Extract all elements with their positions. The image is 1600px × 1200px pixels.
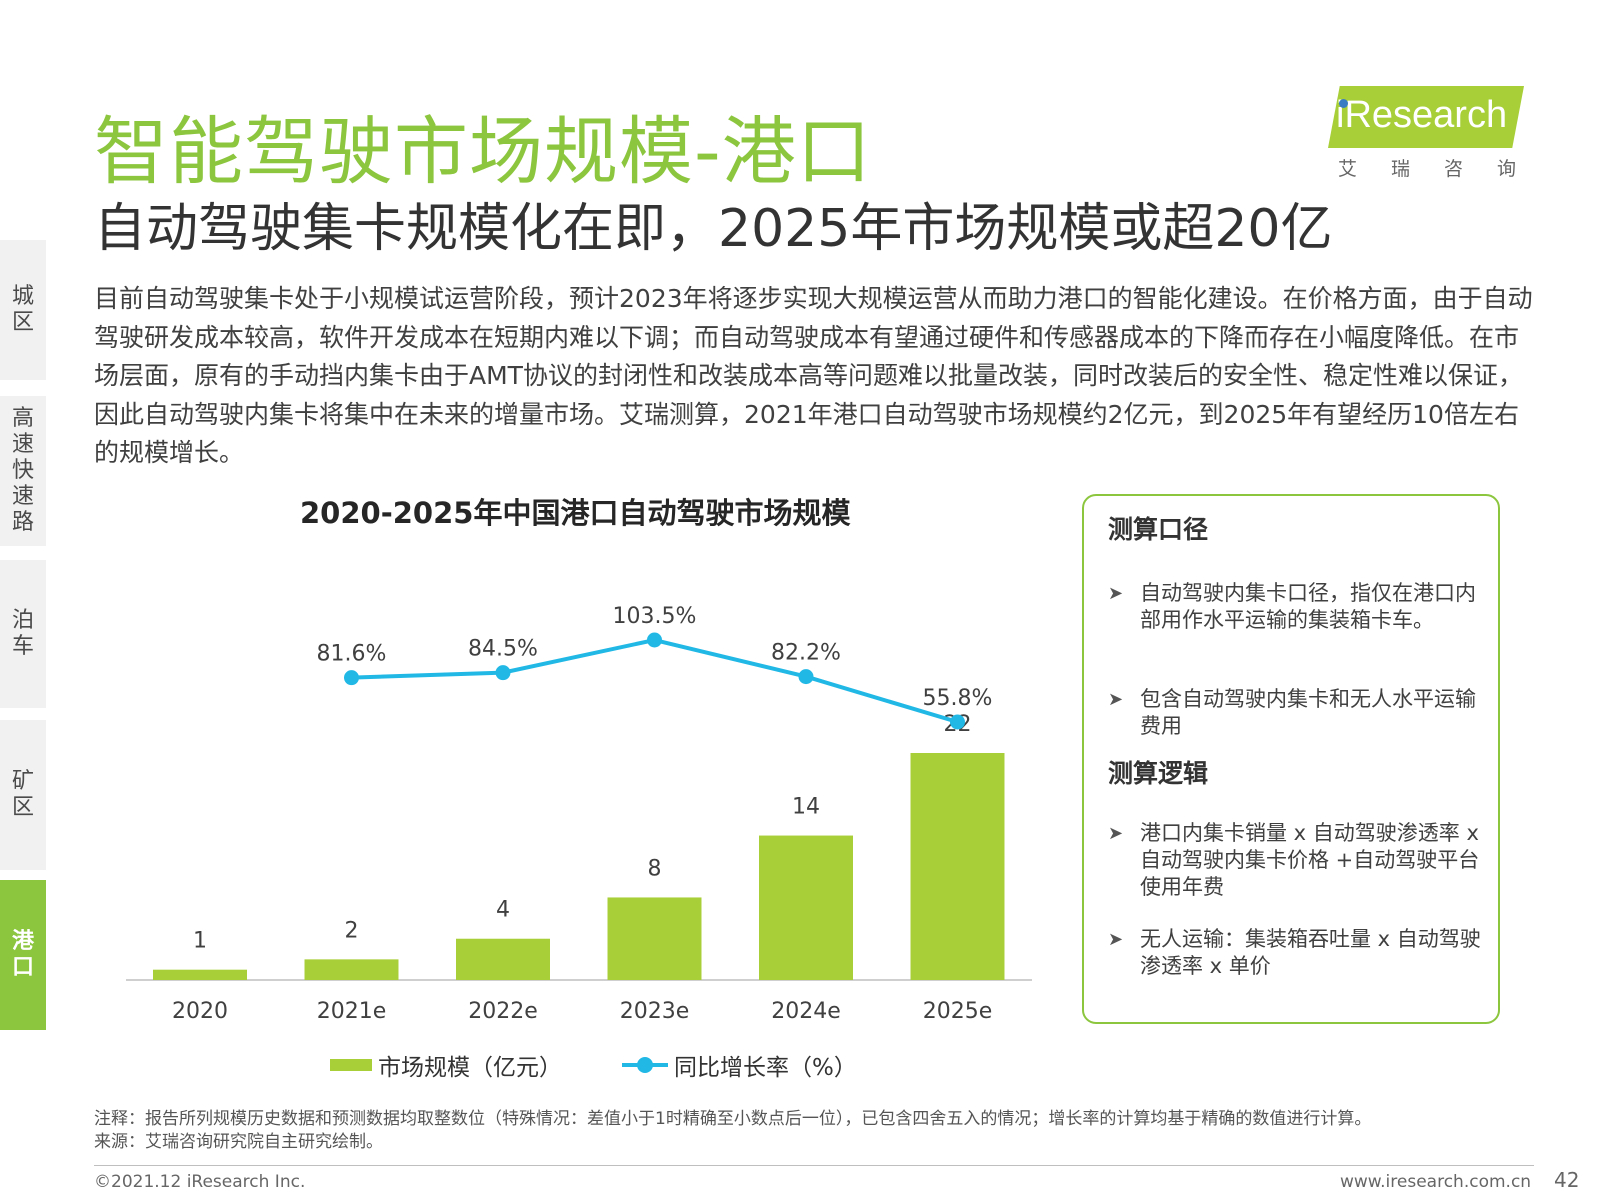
line-value-label: 84.5% [468,637,538,662]
bar-value-label: 1 [193,929,207,954]
x-tick-label: 2024e [771,999,841,1024]
x-tick-label: 2021e [317,999,387,1024]
chart-legend: 市场规模（亿元） 同比增长率（%） [330,1048,857,1082]
x-tick-label: 2023e [620,999,690,1024]
sidebar-item-highway[interactable]: 高速快速路 [0,396,46,546]
legend-line-swatch [622,1057,668,1073]
intro-paragraph: 目前自动驾驶集卡处于小规模试运营阶段，预计2023年将逐步实现大规模运营从而助力… [94,284,1533,467]
bar [759,835,853,980]
bar [607,897,702,980]
line-value-label: 81.6% [317,642,387,667]
bar [304,959,399,980]
sidebar-item-parking[interactable]: 泊车 [0,560,46,708]
chart-title: 2020-2025年中国港口自动驾驶市场规模 [300,496,851,530]
bar-value-label: 4 [496,898,510,923]
footnote-note: 注释：报告所列规模历史数据和预测数据均取整数位（特殊情况：差值小于1时精确至小数… [94,1109,1372,1129]
bar [153,969,247,980]
line-point [950,714,965,730]
page-subtitle: 自动驾驶集卡规模化在即，2025年市场规模或超20亿 [94,199,1333,259]
growth-rate-line [351,637,959,724]
logo-band [1328,86,1524,148]
sidebar-item-label: 泊车 [11,608,34,659]
legend-bar-label: 市场规模（亿元） [378,1055,562,1081]
methodology-item: ➤ 港口内集卡销量 x 自动驾驶渗透率 x 自动驾驶内集卡价格 +自动驾驶平台使用… [1108,821,1480,899]
logo-wordmark: iResearch [1336,94,1508,136]
bar [910,753,1005,980]
methodology-heading-scope: 测算口径 [1108,515,1209,544]
bar-value-label: 2 [345,918,359,943]
line-value-label: 82.2% [771,641,841,666]
legend-bar-swatch [330,1059,372,1071]
bar [456,938,550,980]
arrow-bullet-icon: ➤ [1108,583,1124,604]
x-tick-label: 2025e [923,999,993,1024]
website-link[interactable]: www.iresearch.com.cn [1340,1172,1532,1192]
sidebar-item-label: 高速快速路 [11,406,34,535]
methodology-item: ➤ 包含自动驾驶内集卡和无人水平运输费用 [1108,687,1476,738]
sidebar-item-label: 城区 [11,284,34,335]
bar-value-label: 8 [648,856,662,881]
footnote: 注释：报告所列规模历史数据和预测数据均取整数位（特殊情况：差值小于1时精确至小数… [94,1108,1371,1154]
arrow-bullet-icon: ➤ [1108,823,1124,844]
page-title: 智能驾驶市场规模-港口 [94,109,872,195]
x-tick-label: 2020 [172,999,228,1024]
sidebar-item-label: 港口 [11,929,34,980]
arrow-bullet-icon: ➤ [1108,929,1124,950]
line-value-label: 55.8% [923,686,993,711]
line-point [798,669,814,685]
market-size-chart: 1248142220202021e2022e2023e2024e2025e81.… [126,604,1032,1024]
methodology-item: ➤ 无人运输：集装箱吞吐量 x 自动驾驶渗透率 x 单价 [1108,927,1481,978]
methodology-box: 测算口径 ➤ 自动驾驶内集卡口径，指仅在港口内部用作水平运输的集装箱卡车。 ➤ 包含… [1082,494,1500,1024]
sidebar-item-label: 矿区 [11,769,34,820]
sidebar-item-mining[interactable]: 矿区 [0,720,46,870]
legend-line-label: 同比增长率（%） [674,1055,857,1081]
page-number: 42 [1554,1168,1580,1192]
footer-divider [94,1165,1534,1166]
methodology-heading-logic: 测算逻辑 [1108,759,1209,788]
sidebar-item-urban[interactable]: 城区 [0,240,46,380]
logo-chinese-name: 艾瑞咨询 [1338,158,1551,180]
footnote-source: 来源：艾瑞咨询研究院自主研究绘制。 [94,1132,383,1152]
line-value-label: 103.5% [613,604,697,629]
arrow-bullet-icon: ➤ [1108,689,1124,710]
copyright: ©2021.12 iResearch Inc. [94,1172,306,1192]
line-point [647,632,662,648]
line-point [495,665,511,681]
logo-dot-icon [1339,99,1348,108]
line-point [344,670,359,686]
bar-value-label: 14 [792,795,820,820]
methodology-item: ➤ 自动驾驶内集卡口径，指仅在港口内部用作水平运输的集装箱卡车。 [1108,581,1476,632]
sidebar-item-port[interactable]: 港口 [0,880,46,1030]
x-tick-label: 2022e [468,999,538,1024]
